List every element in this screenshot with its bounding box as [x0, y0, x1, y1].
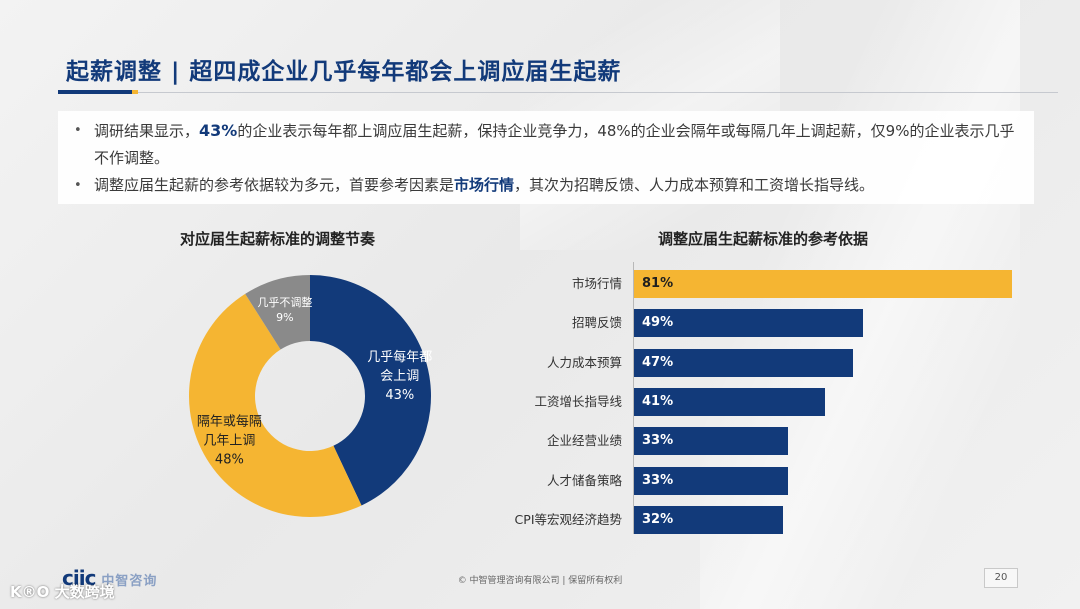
- corner-watermark: K®O 大数跨境: [10, 583, 115, 601]
- donut-value-label-1: 48%: [215, 452, 244, 467]
- bar-category-label: 企业经营业绩: [546, 433, 622, 449]
- brand-logo-cn: 中智咨询: [101, 574, 158, 589]
- bullet-2-highlight: 市场行情: [454, 176, 515, 194]
- bar-row: 人力成本预算 47%: [500, 348, 1040, 377]
- donut-value-label-2: 9%: [276, 311, 293, 324]
- donut-slice-1: [189, 293, 362, 517]
- bar-mark: 32%: [634, 505, 784, 534]
- donut-chart-title: 对应届生起薪标准的调整节奏: [180, 230, 376, 248]
- bar-category-label: 人才储备策略: [546, 472, 622, 488]
- bar-row: 工资增长指导线 41%: [500, 387, 1040, 416]
- bar-category-label: 工资增长指导线: [534, 393, 622, 409]
- donut-category-label-2: 几乎不调整: [257, 295, 312, 309]
- bullet-1-post: 的企业表示每年都上调应届生起薪，保持企业竞争力，48%的企业会隔年或每隔几年上调…: [94, 122, 1015, 167]
- donut-category-label-0: 会上调: [380, 369, 419, 384]
- bar-mark: 33%: [634, 427, 788, 456]
- bullet-dot-icon: •: [74, 178, 82, 193]
- page-number: 20: [984, 568, 1018, 588]
- bar-row: 企业经营业绩 33%: [500, 427, 1040, 456]
- bar-mark: 33%: [634, 466, 788, 495]
- summary-box: • 调研结果显示，43%的企业表示每年都上调应届生起薪，保持企业竞争力，48%的…: [58, 111, 1034, 204]
- bar-mark: 47%: [634, 348, 854, 377]
- bar-category-label: 人力成本预算: [546, 354, 622, 370]
- bar-chart-title: 调整应届生起薪标准的参考依据: [658, 230, 869, 248]
- title-divider: [58, 92, 1058, 93]
- bullet-dot-icon: •: [74, 123, 82, 138]
- bar-mark: 81%: [634, 270, 1012, 298]
- title-accent-dot: [132, 90, 138, 94]
- donut-category-label-1: 隔年或每隔: [197, 413, 262, 429]
- footer-copyright: © 中智管理咨询有限公司 | 保留所有权利: [457, 576, 623, 586]
- summary-bullet-2: • 调整应届生起薪的参考依据较为多元，首要参考因素是市场行情，其次为招聘反馈、人…: [68, 172, 1024, 199]
- bar-chart: 市场行情 81% 招聘反馈 49% 人力成本预算 47% 工资增长指导线 41% 企业经营业绩 3…: [500, 262, 1040, 542]
- donut-slice-2: [245, 275, 310, 350]
- bar-category-label: 市场行情: [571, 276, 622, 291]
- bar-value-label: 81%: [642, 276, 674, 291]
- bar-row: 人才储备策略 33%: [500, 466, 1040, 495]
- bar-value-label: 33%: [642, 433, 674, 449]
- bar-value-label: 47%: [642, 354, 674, 370]
- bullet-1-highlight: 43%: [199, 121, 238, 140]
- bar-category-label: CPI等宏观经济趋势: [514, 511, 622, 527]
- bar-category-label: 招聘反馈: [571, 315, 622, 331]
- bullet-1-pre: 调研结果显示，: [94, 122, 200, 140]
- bar-chart-axis: [633, 262, 634, 534]
- bar-mark: 49%: [634, 309, 863, 338]
- bar-value-label: 33%: [642, 472, 674, 488]
- bar-value-label: 49%: [642, 315, 674, 331]
- bar-value-label: 32%: [642, 511, 674, 527]
- brand-logo: ciic 中智咨询: [62, 566, 157, 590]
- bar-mark: 41%: [634, 387, 826, 416]
- donut-chart: 几乎每年都会上调 43% 隔年或每隔几年上调 48% 几乎不调整 9%: [189, 275, 432, 517]
- brand-logo-text: ciic: [62, 566, 96, 590]
- bullet-2-post: ，其次为招聘反馈、人力成本预算和工资增长指导线。: [514, 176, 875, 194]
- page-title: 起薪调整 | 超四成企业几乎每年都会上调应届生起薪: [66, 59, 622, 85]
- donut-slice-0: [310, 275, 431, 506]
- title-accent-bar: [58, 90, 132, 94]
- bar-row: 市场行情 81%: [500, 270, 1040, 298]
- bar-row: CPI等宏观经济趋势 32%: [500, 505, 1040, 534]
- bar-row: 招聘反馈 49%: [500, 309, 1040, 338]
- donut-value-label-0: 43%: [385, 388, 414, 403]
- bullet-2-pre: 调整应届生起薪的参考依据较为多元，首要参考因素是: [94, 176, 455, 194]
- donut-category-label-1: 几年上调: [203, 433, 255, 448]
- summary-bullet-1: • 调研结果显示，43%的企业表示每年都上调应届生起薪，保持企业竞争力，48%的…: [68, 117, 1024, 172]
- donut-category-label-0: 几乎每年都: [367, 349, 432, 365]
- bar-value-label: 41%: [642, 393, 674, 409]
